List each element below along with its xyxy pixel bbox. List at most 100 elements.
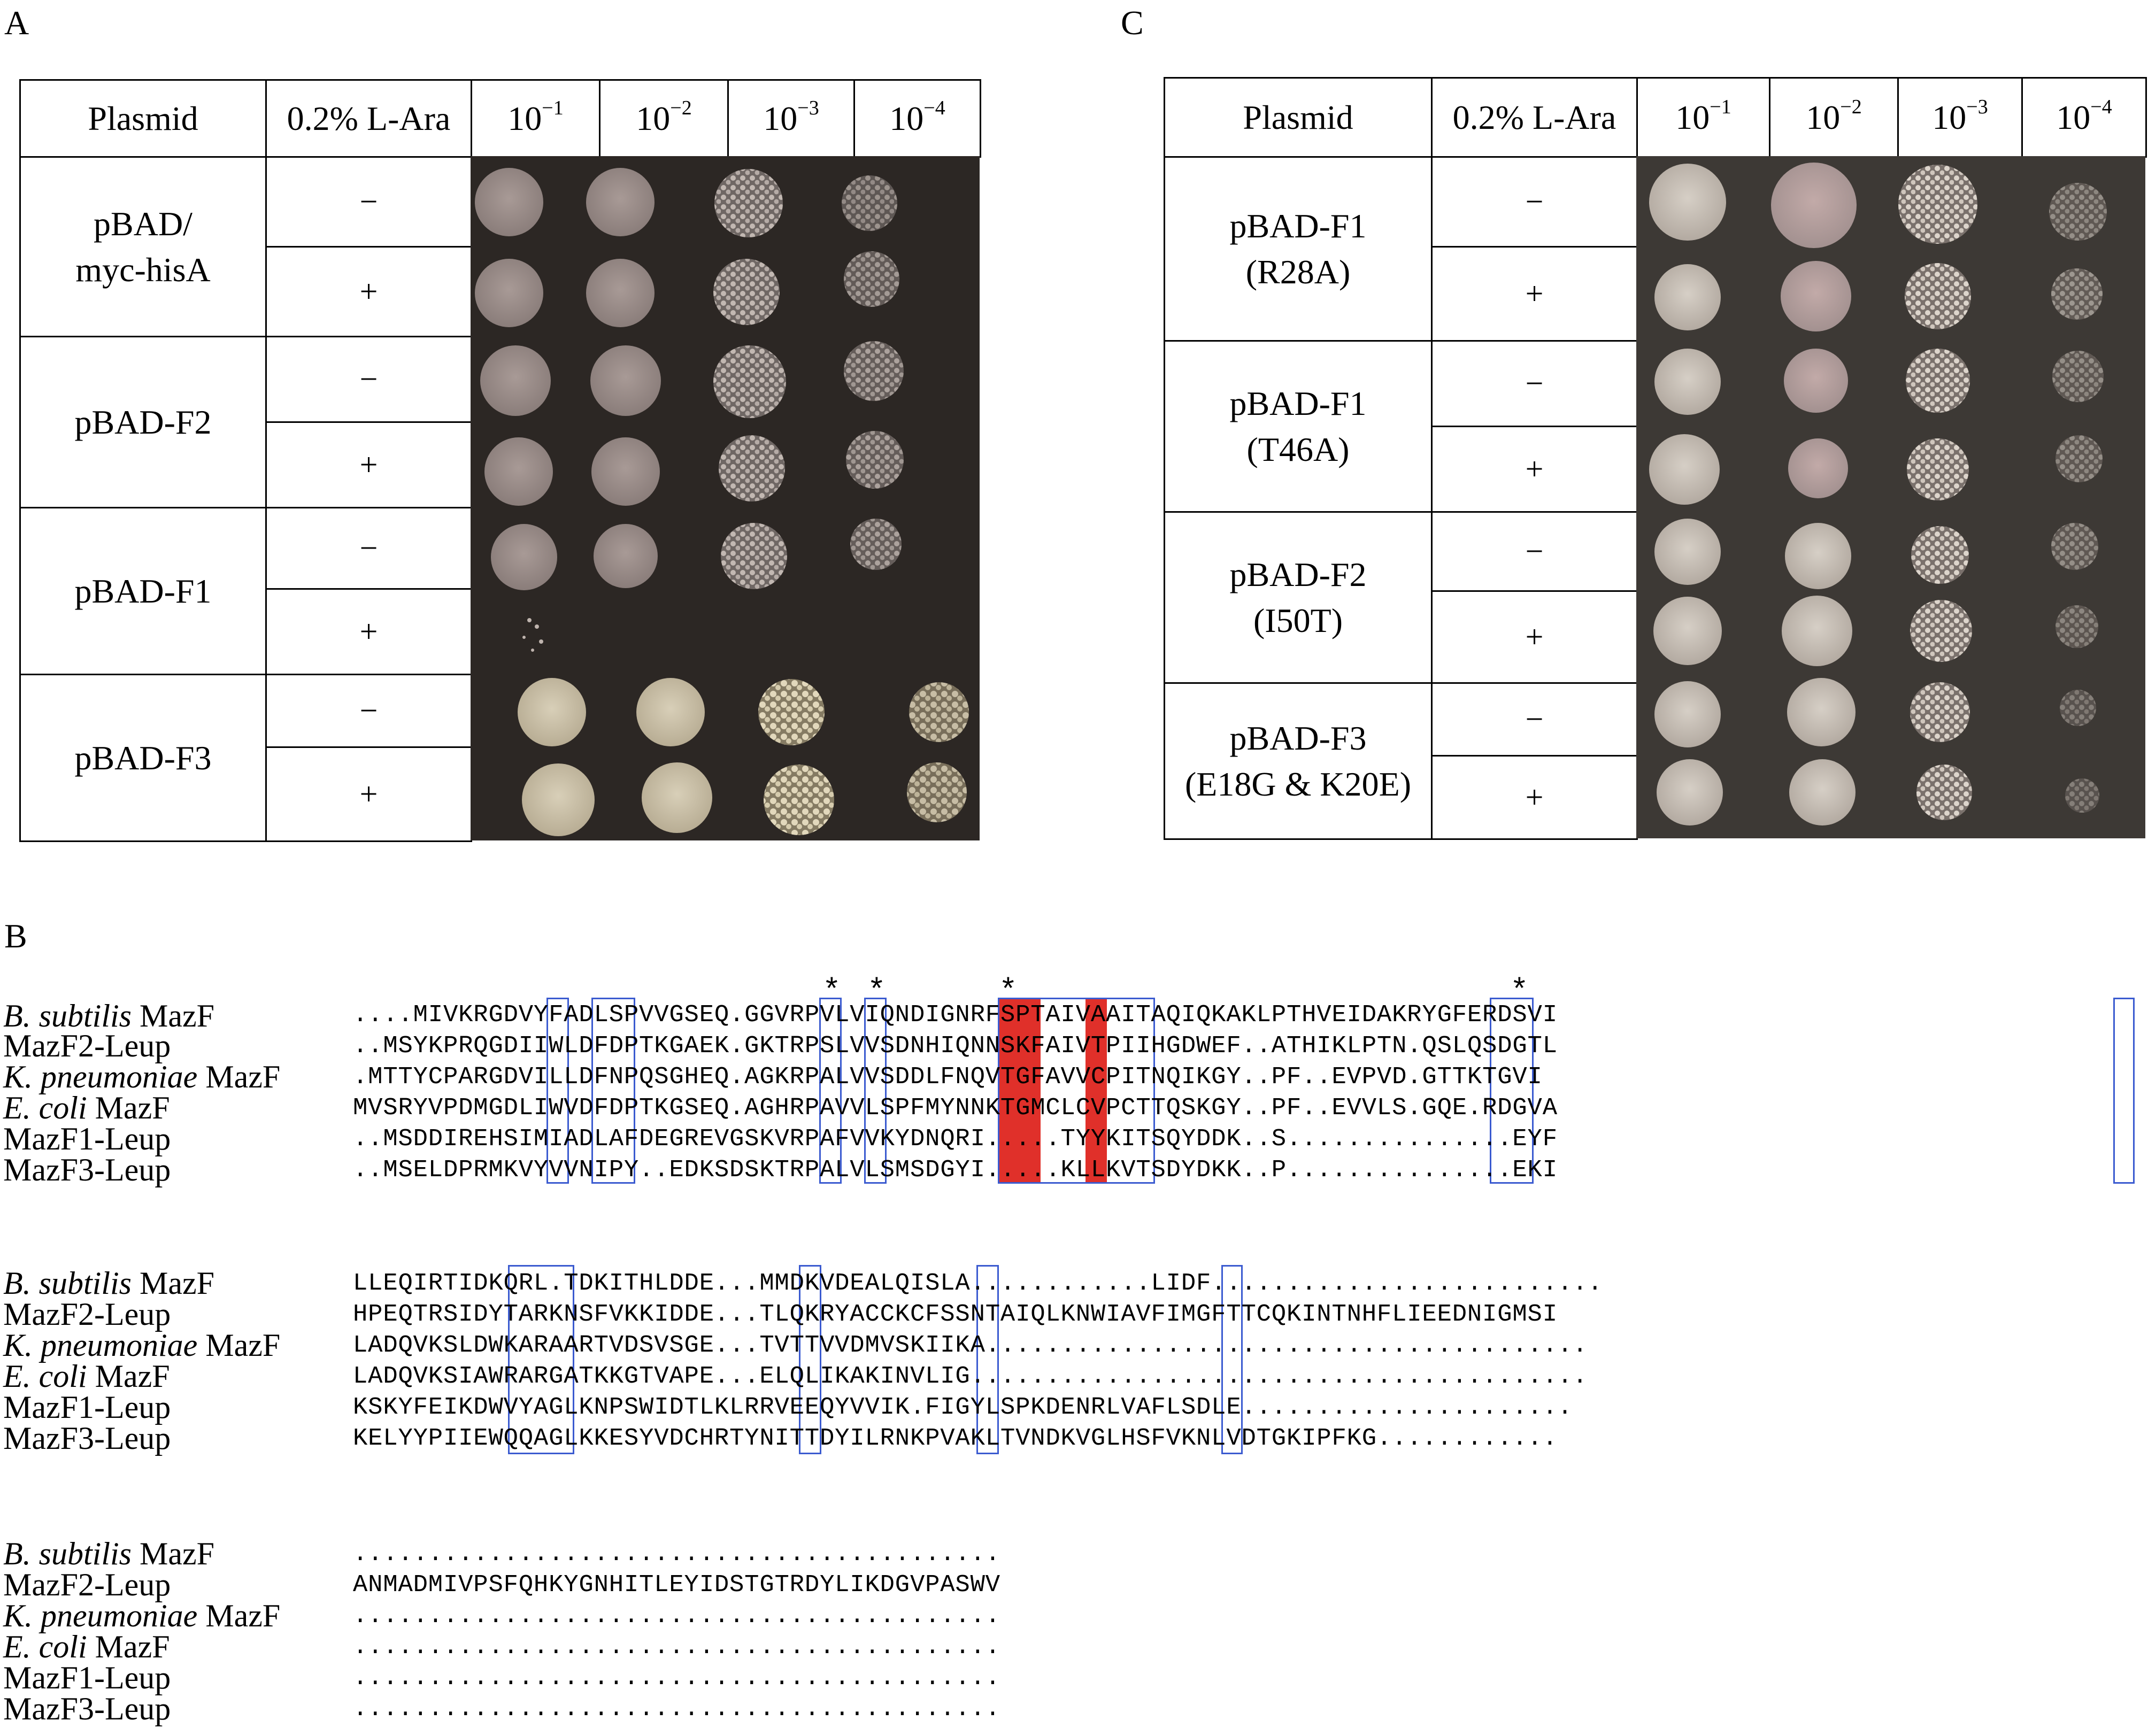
panel-c-table: Plasmid 0.2% L-Ara 10−1 10−2 10−3 10−4 p…: [1164, 77, 2147, 840]
conservation-star: *: [1002, 971, 1014, 1006]
identical-residue-block: [999, 998, 1041, 1184]
sequence-line: ........................................…: [353, 1695, 1000, 1723]
similarity-box: [591, 998, 635, 1184]
header-dilution-3: 10−3: [1897, 77, 2023, 158]
arabinose-minus: −: [1431, 511, 1638, 592]
agar-plate-c: [1636, 156, 2145, 838]
spots-f3-plus: [1657, 759, 2099, 825]
header-dilution-4: 10−4: [2021, 77, 2147, 158]
arabinose-minus: −: [1431, 340, 1638, 427]
spots-pbad-f2-minus: [480, 341, 904, 418]
arabinose-plus: +: [1431, 246, 1638, 342]
spots-f1-t46a-plus: [1649, 434, 2103, 505]
header-dilution-2: 10−2: [599, 79, 729, 158]
organism-label: MazF1-Leup: [3, 1121, 171, 1156]
sequence-line: ANMADMIVPSFQHKYGNHITLEYIDSTGTRDYLIKDGVPA…: [353, 1571, 1000, 1599]
plasmid-cell: pBAD-F2: [19, 336, 267, 508]
conservation-star: *: [1513, 971, 1526, 1006]
arabinose-plus: +: [1431, 590, 1638, 684]
header-dilution-3: 10−3: [727, 79, 855, 158]
arabinose-minus: −: [1431, 682, 1638, 757]
sequence-line: MVSRYVPDMGDLIWVDFDPTKGSEQ.AGHRPAVVLSPFMY…: [353, 1094, 1558, 1122]
header-dilution-4: 10−4: [853, 79, 981, 158]
arabinose-plus: +: [1431, 755, 1638, 840]
agar-plate-a: [471, 156, 980, 840]
sequence-line: ........................................…: [353, 1633, 1000, 1661]
organism-label: MazF1-Leup: [3, 1390, 171, 1425]
sequence-line: ....MIVKRGDVYFADLSPVVGSEQ.GGVRPVLVIQNDIG…: [353, 1001, 1558, 1029]
organism-label: K. pneumoniae MazF: [3, 1059, 281, 1094]
plasmid-cell: pBAD/myc-hisA: [19, 156, 267, 337]
header-dilution-2: 10−2: [1769, 77, 1899, 158]
spots-f2-i50t-plus: [1653, 596, 2098, 666]
spots-f1-t46a-minus: [1654, 349, 2104, 415]
spots-f1-r28a-minus: [1649, 163, 2107, 248]
spots-pbad-myc-minus: [475, 168, 897, 237]
identical-residue-block: [1085, 998, 1107, 1184]
spots-pbad-f2-plus: [484, 431, 904, 506]
similarity-box: [2113, 998, 2135, 1184]
sequence-line: ..MSDDIREHSIMIADLAFDEGREVGSKVRPAFVVKYDNQ…: [353, 1125, 1558, 1153]
arabinose-plus: +: [265, 588, 472, 675]
sequence-line: .MTTYCPARGDVILLDFNPQSGHEQ.AGKRPALVVSDDLF…: [353, 1063, 1543, 1091]
sequence-line: ........................................…: [353, 1664, 1000, 1692]
sequence-line: HPEQTRSIDYTARKNSFVKKIDDE...TLQKRYACCKCFS…: [353, 1300, 1558, 1328]
organism-label: MazF2-Leup: [3, 1297, 171, 1332]
sequence-line: KELYYPIIEWQQAGLKKESYVDCHRTYNITTDYILRNKPV…: [353, 1424, 1558, 1452]
arabinose-minus: −: [1431, 156, 1638, 248]
spots-pbad-myc-plus: [475, 251, 899, 327]
organism-label: E. coli MazF: [3, 1359, 170, 1394]
organism-label: MazF3-Leup: [3, 1421, 171, 1456]
arabinose-minus: −: [265, 674, 472, 748]
arabinose-minus: −: [265, 336, 472, 423]
header-arabinose: 0.2% L-Ara: [265, 79, 472, 158]
arabinose-minus: −: [265, 156, 472, 248]
spots-f3-minus: [1654, 678, 2096, 747]
similarity-box: [1490, 998, 1534, 1184]
similarity-box: [508, 1265, 574, 1454]
header-plasmid: Plasmid: [1164, 77, 1433, 158]
header-dilution-1: 10−1: [471, 79, 600, 158]
conservation-star: *: [871, 971, 883, 1006]
plasmid-cell: pBAD-F2 (I50T): [1164, 511, 1433, 684]
header-dilution-1: 10−1: [1636, 77, 1770, 158]
organism-label: K. pneumoniae MazF: [3, 1328, 281, 1363]
sequence-line: LADQVKSLDWKARAARTVDSVSGE...TVTTVVDMVSKII…: [353, 1331, 1588, 1359]
spots-f1-r28a-plus: [1654, 261, 2103, 331]
panel-b-letter: B: [4, 917, 27, 955]
similarity-box: [546, 998, 569, 1184]
header-plasmid: Plasmid: [19, 79, 267, 158]
conservation-star: *: [826, 971, 838, 1006]
similarity-box: [819, 998, 842, 1184]
organism-label: B. subtilis MazF: [3, 998, 215, 1033]
panel-a-table: Plasmid 0.2% L-Ara 10−1 10−2 10−3 10−4 p…: [19, 79, 981, 842]
organism-label: E. coli MazF: [3, 1090, 170, 1125]
sequence-line: ..MSELDPRMKVYVVNIPY..EDKSDSKTRPALVLSMSDG…: [353, 1156, 1558, 1184]
organism-label: MazF3-Leup: [3, 1152, 171, 1187]
organism-label: K. pneumoniae MazF: [3, 1598, 281, 1633]
organism-label: B. subtilis MazF: [3, 1536, 215, 1571]
panel-a-letter: A: [4, 4, 29, 42]
sequence-line: ........................................…: [353, 1602, 1000, 1630]
plasmid-cell: pBAD-F3: [19, 674, 267, 842]
sequence-line: LLEQIRTIDKQRL.TDKITHLDDE...MMDKVDEALQISL…: [353, 1269, 1603, 1297]
spots-pbad-f3-plus: [522, 762, 967, 836]
arabinose-minus: −: [265, 507, 472, 590]
plasmid-cell: pBAD-F1 (R28A): [1164, 156, 1433, 342]
similarity-box: [998, 998, 1155, 1184]
spots-pbad-f3-minus: [518, 678, 969, 746]
similarity-box: [864, 998, 887, 1184]
arabinose-plus: +: [265, 421, 472, 508]
organism-label: MazF2-Leup: [3, 1028, 171, 1063]
spots-pbad-f1-minus: [491, 519, 902, 590]
organism-label: MazF2-Leup: [3, 1567, 171, 1602]
arabinose-plus: +: [265, 246, 472, 337]
arabinose-plus: +: [1431, 426, 1638, 513]
organism-label: E. coli MazF: [3, 1629, 170, 1664]
plasmid-cell: pBAD-F3 (E18G & K20E): [1164, 682, 1433, 840]
sequence-line: LADQVKSIAWRARGATKKGTVAPE...ELQLIKAKINVLI…: [353, 1362, 1588, 1390]
organism-label: MazF1-Leup: [3, 1660, 171, 1695]
spots-pbad-f1-plus: [522, 618, 543, 652]
sequence-line: ..MSYKPRQGDIIWLDFDPTKGAEK.GKTRPSLVVSDNHI…: [353, 1032, 1558, 1060]
similarity-box: [1221, 1265, 1243, 1454]
